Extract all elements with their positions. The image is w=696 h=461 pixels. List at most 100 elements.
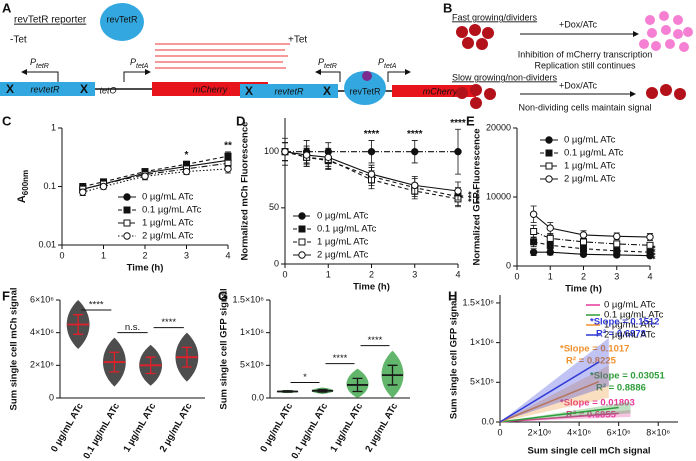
x-axis-label: Sum single cell mCh signal xyxy=(527,446,650,457)
significance: * xyxy=(303,372,307,383)
significance: **** xyxy=(450,118,466,129)
protein-label: revTetR xyxy=(349,86,381,96)
marker xyxy=(580,238,587,246)
x-mark: X xyxy=(6,82,14,96)
promoter-arrow xyxy=(387,69,411,82)
legend-label: 1 µg/mL ATc xyxy=(142,218,194,229)
marker xyxy=(646,248,654,256)
operator-label: tetO xyxy=(99,85,116,95)
y-tick-label: 100 xyxy=(264,146,279,156)
legend-marker xyxy=(298,238,306,246)
x-tick-label: 1 xyxy=(326,269,331,279)
promoter-label: PtetA xyxy=(378,57,397,69)
marker xyxy=(546,224,554,232)
inducer xyxy=(362,71,372,81)
reporter-box xyxy=(152,82,268,96)
slope-label: *Slope = 0.01803 xyxy=(560,398,635,409)
marker xyxy=(79,188,87,196)
note: Non-dividing cells maintain signal xyxy=(518,102,651,112)
significance: ** xyxy=(224,141,232,152)
y-tick-label: 1 xyxy=(51,122,56,132)
x-tick-label: 4 xyxy=(455,269,460,279)
legend-label: 1 µg/mL ATc xyxy=(564,161,616,172)
x-tick-label: 3 xyxy=(184,250,189,260)
y-axis-label: Normalized mCh Fluorescence xyxy=(240,122,251,261)
r2-label: R² = 0.8886 xyxy=(596,383,646,394)
marker xyxy=(411,147,419,156)
r2-label: R² = 0.8225 xyxy=(566,356,617,367)
significance: **** xyxy=(474,189,484,204)
slope-label: *Slope = 0.03051 xyxy=(590,371,665,382)
cells xyxy=(646,84,686,100)
y-tick-label: 0 xyxy=(49,392,54,402)
diagram-title: revTetR reporter xyxy=(14,15,87,26)
x-tick-label: 1 µg/mL ATc xyxy=(328,401,365,454)
legend-marker xyxy=(545,175,553,183)
legend-label: 1 µg/mL ATc xyxy=(604,320,656,331)
x-tick-label: 2 µg/mL ATc xyxy=(158,401,195,454)
diagram-b: Fast growing/dividers +Dox/ATc Inhibitio… xyxy=(452,11,693,112)
condition-label: -Tet xyxy=(10,35,27,46)
legend-marker xyxy=(298,225,306,233)
legend-label: 0.1 µg/mL ATc xyxy=(142,205,202,216)
promoter-sub: tetR xyxy=(36,63,49,70)
gene-label: revtetR xyxy=(274,86,304,96)
protein-blob xyxy=(100,3,144,41)
point-cloud xyxy=(500,365,609,422)
note: Inhibition of mCherry transcription xyxy=(518,49,653,59)
x-tick-label: 4 xyxy=(647,271,652,281)
marker xyxy=(99,182,108,191)
gene-label: revtetR xyxy=(30,84,60,94)
legend-label: 0 µg/mL ATc xyxy=(564,135,616,146)
note: Replication still continues xyxy=(534,60,636,70)
x-tick-label: 3 xyxy=(412,269,417,279)
promoter-letter: P xyxy=(318,57,324,67)
marker xyxy=(281,147,289,156)
y-tick-label: 20000 xyxy=(486,122,511,132)
panel-label: A xyxy=(2,0,12,15)
legend-label: 0.1 µg/mL ATc xyxy=(564,148,624,159)
x-tick-label: 2 µg/mL ATc xyxy=(363,401,400,454)
x-mark: X xyxy=(245,84,253,98)
x-tick-label: 2×10⁶ xyxy=(528,427,552,437)
x-tick-label: 0 xyxy=(514,271,519,281)
marker xyxy=(530,228,538,235)
marker xyxy=(579,231,588,239)
point-cloud xyxy=(500,401,631,422)
panel-label: C xyxy=(2,113,12,128)
fit-line xyxy=(499,380,600,423)
reporter-box xyxy=(392,85,476,97)
x-tick-label: 6×10⁶ xyxy=(607,427,631,437)
y-tick-label: 5×10⁵ xyxy=(470,377,494,387)
y-tick-label: 1×10⁶ xyxy=(240,327,264,337)
legend-marker xyxy=(123,232,131,240)
significance: **** xyxy=(407,129,423,140)
y-axis-label: A600nm xyxy=(16,170,30,203)
panel-label: H xyxy=(448,288,457,303)
x-tick-label: 0 xyxy=(282,269,287,279)
marker xyxy=(224,152,232,160)
y-tick-label: 1×10⁶ xyxy=(470,337,494,347)
marker xyxy=(613,240,621,248)
legend-marker xyxy=(123,219,131,227)
marker xyxy=(646,233,654,241)
marker xyxy=(141,172,149,180)
y-tick-label: 50 xyxy=(269,202,279,212)
condition-label: +Tet xyxy=(288,35,307,46)
legend-label: 0.1 µg/mL ATc xyxy=(317,224,377,235)
y-tick-label: 1.5×10⁶ xyxy=(233,294,265,304)
x-tick-label: 1 µg/mL ATc xyxy=(122,401,159,454)
cells xyxy=(456,24,494,50)
y-axis-label: Normalized GFP Fluorescence xyxy=(472,128,483,265)
promoter-arrow xyxy=(21,69,59,82)
y-axis-label: Sum single cell GFP signal xyxy=(219,288,230,409)
promoter-label: PtetR xyxy=(30,57,49,69)
series-line xyxy=(284,151,459,200)
marker xyxy=(529,248,538,256)
legend-label: 2 µg/mL ATc xyxy=(604,330,656,341)
y-tick-label: 0 xyxy=(274,258,279,268)
x-tick-label: 8×10⁶ xyxy=(646,427,670,437)
x-tick-label: 0 µg/mL ATc xyxy=(49,401,86,454)
r2-label: R² = 0.6855 xyxy=(566,410,617,421)
cells xyxy=(456,84,496,109)
